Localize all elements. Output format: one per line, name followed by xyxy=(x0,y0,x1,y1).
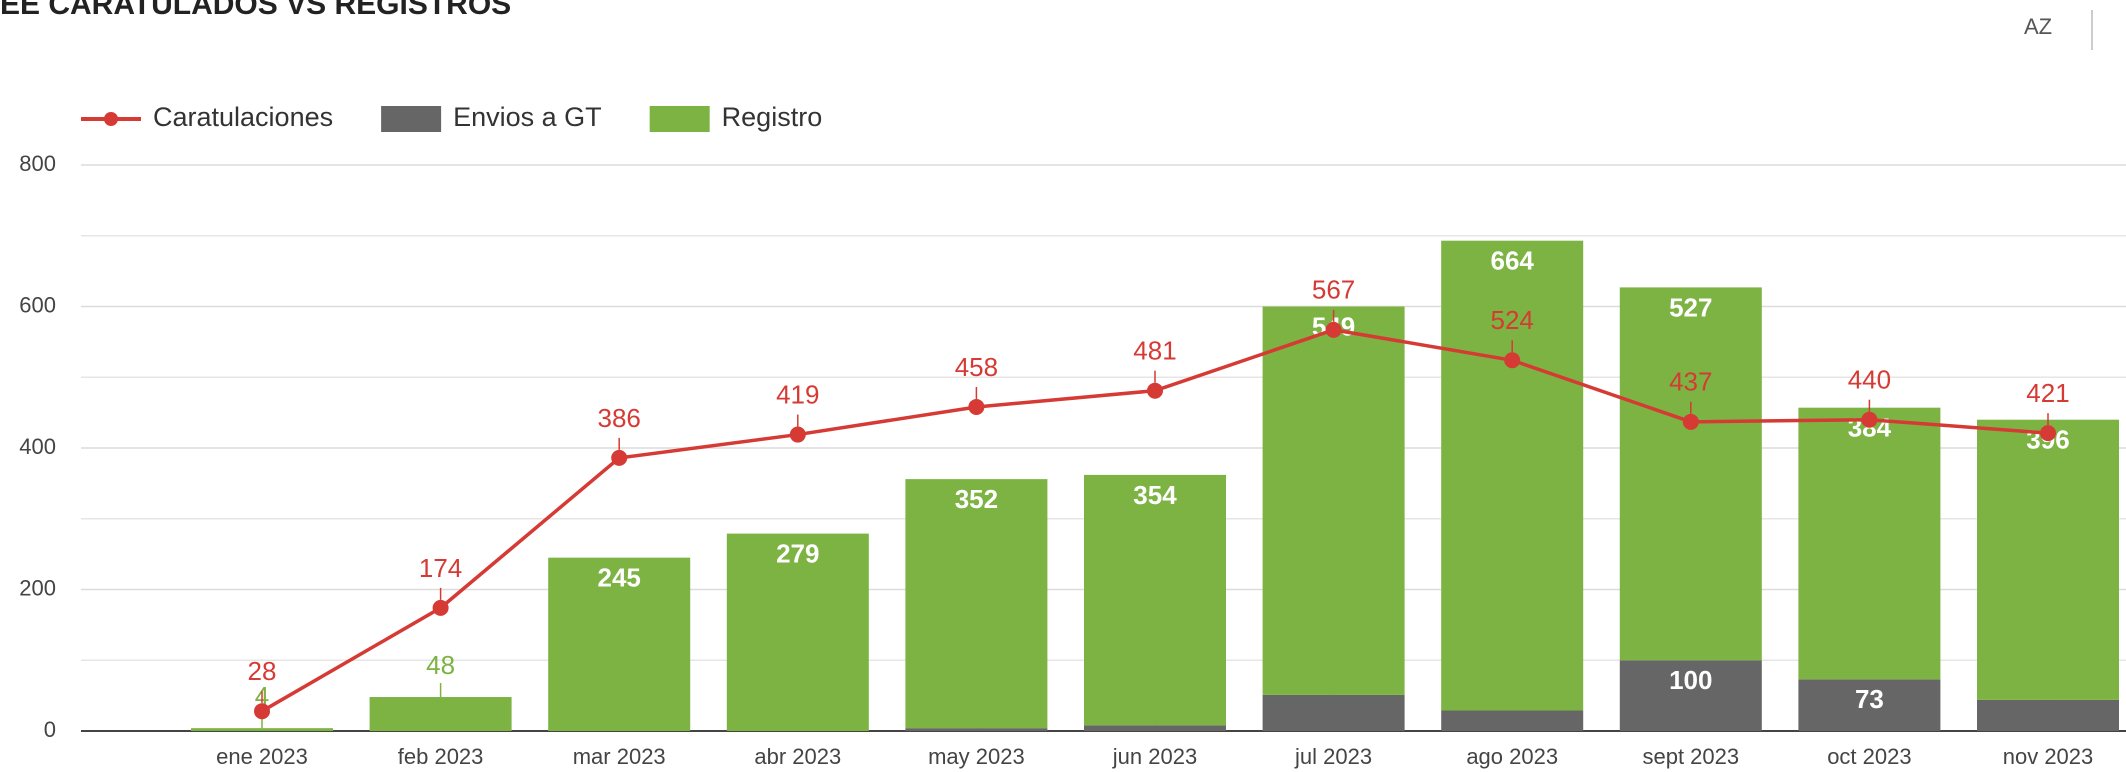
bar xyxy=(905,479,1048,729)
x-tick-label: jul 2023 xyxy=(1294,744,1372,769)
value-label: 567 xyxy=(1312,275,1355,305)
value-label: 386 xyxy=(598,403,641,433)
bar xyxy=(1262,306,1405,695)
bar xyxy=(1619,287,1762,661)
value-label: 419 xyxy=(776,379,819,409)
bar xyxy=(548,557,691,731)
value-label: 354 xyxy=(1133,480,1177,510)
y-tick-label: 600 xyxy=(19,292,56,317)
x-tick-label: ene 2023 xyxy=(216,744,308,769)
x-tick-label: ago 2023 xyxy=(1466,744,1558,769)
point xyxy=(432,599,449,616)
point xyxy=(968,398,985,415)
legend-dot xyxy=(104,112,118,126)
value-label: 437 xyxy=(1669,367,1712,397)
x-tick-label: feb 2023 xyxy=(398,744,484,769)
point xyxy=(254,703,270,720)
value-label: 481 xyxy=(1133,336,1176,366)
y-tick-label: 200 xyxy=(19,575,56,600)
y-tick-label: 0 xyxy=(44,717,56,742)
value-label: 421 xyxy=(2026,378,2069,408)
x-tick-label: may 2023 xyxy=(928,744,1025,769)
bar xyxy=(191,728,333,731)
value-label: 174 xyxy=(419,553,462,583)
point xyxy=(1147,382,1163,399)
point xyxy=(1861,411,1878,428)
x-tick-label: abr 2023 xyxy=(754,744,841,769)
bar xyxy=(905,728,1048,731)
point xyxy=(1682,413,1699,430)
legend-label: Envios a GT xyxy=(453,102,602,132)
legend-swatch xyxy=(381,106,442,132)
value-label: 100 xyxy=(1669,665,1712,695)
value-label: 279 xyxy=(776,538,819,568)
point xyxy=(611,449,628,466)
x-tick-label: nov 2023 xyxy=(2003,744,2094,769)
point xyxy=(2040,425,2056,442)
value-label: 664 xyxy=(1491,246,1535,276)
value-label: 245 xyxy=(598,563,641,593)
x-tick-label: mar 2023 xyxy=(573,744,666,769)
bar xyxy=(1262,694,1405,731)
point xyxy=(789,426,806,443)
bar xyxy=(726,533,869,731)
point xyxy=(1325,321,1342,338)
bar xyxy=(1441,710,1584,731)
bar xyxy=(1977,419,2119,700)
legend-label: Registro xyxy=(722,102,823,132)
value-label: 524 xyxy=(1491,305,1534,335)
point xyxy=(1504,352,1521,369)
bar xyxy=(1798,407,1941,680)
y-tick-label: 400 xyxy=(19,434,56,459)
legend-label: Caratulaciones xyxy=(153,102,333,132)
value-label: 352 xyxy=(955,484,998,514)
x-tick-label: sept 2023 xyxy=(1642,744,1739,769)
value-label: 73 xyxy=(1855,684,1884,714)
bar xyxy=(1977,699,2119,731)
value-label: 527 xyxy=(1669,292,1712,322)
bar xyxy=(1798,679,1941,731)
x-tick-label: jun 2023 xyxy=(1112,744,1197,769)
value-label: 458 xyxy=(955,352,998,382)
bar xyxy=(369,697,512,731)
sort-icon[interactable]: AZ xyxy=(2024,14,2052,39)
value-label: 48 xyxy=(426,650,455,680)
bar xyxy=(1441,240,1584,711)
chart-title: EE CARATULADOS VS REGISTROS xyxy=(0,0,511,21)
x-tick-label: oct 2023 xyxy=(1827,744,1911,769)
bar xyxy=(1084,725,1226,731)
y-tick-label: 800 xyxy=(19,151,56,176)
bar xyxy=(1084,474,1226,726)
value-label: 28 xyxy=(248,656,277,686)
legend-swatch xyxy=(649,106,710,132)
value-label: 440 xyxy=(1848,365,1891,395)
bar xyxy=(1619,660,1762,731)
